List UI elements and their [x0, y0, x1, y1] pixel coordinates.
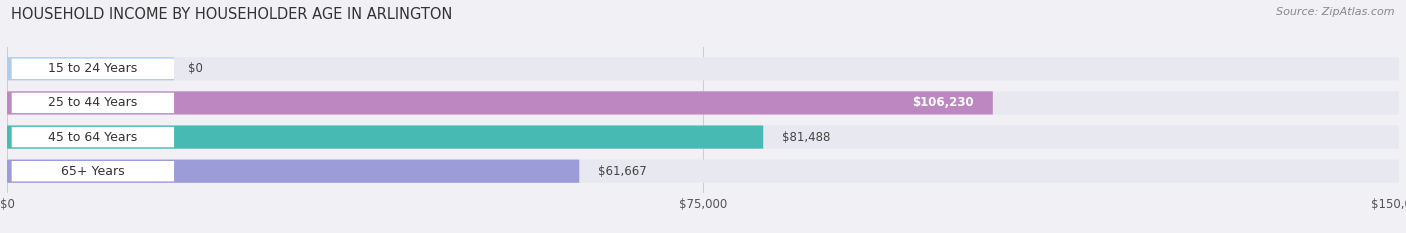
Text: $106,230: $106,230: [912, 96, 974, 110]
Text: 45 to 64 Years: 45 to 64 Years: [48, 130, 138, 144]
FancyBboxPatch shape: [7, 57, 174, 80]
FancyBboxPatch shape: [11, 161, 174, 182]
FancyBboxPatch shape: [7, 160, 1399, 183]
Text: 25 to 44 Years: 25 to 44 Years: [48, 96, 138, 110]
FancyBboxPatch shape: [7, 160, 579, 183]
Text: HOUSEHOLD INCOME BY HOUSEHOLDER AGE IN ARLINGTON: HOUSEHOLD INCOME BY HOUSEHOLDER AGE IN A…: [11, 7, 453, 22]
Text: Source: ZipAtlas.com: Source: ZipAtlas.com: [1277, 7, 1395, 17]
FancyBboxPatch shape: [11, 93, 174, 113]
Text: 15 to 24 Years: 15 to 24 Years: [48, 62, 138, 75]
FancyBboxPatch shape: [7, 125, 763, 149]
Text: $0: $0: [188, 62, 202, 75]
Text: $61,667: $61,667: [598, 165, 647, 178]
FancyBboxPatch shape: [11, 127, 174, 147]
FancyBboxPatch shape: [7, 91, 1399, 115]
Text: $81,488: $81,488: [782, 130, 830, 144]
FancyBboxPatch shape: [7, 91, 993, 115]
FancyBboxPatch shape: [7, 125, 1399, 149]
FancyBboxPatch shape: [7, 57, 1399, 80]
Text: 65+ Years: 65+ Years: [60, 165, 125, 178]
FancyBboxPatch shape: [11, 58, 174, 79]
